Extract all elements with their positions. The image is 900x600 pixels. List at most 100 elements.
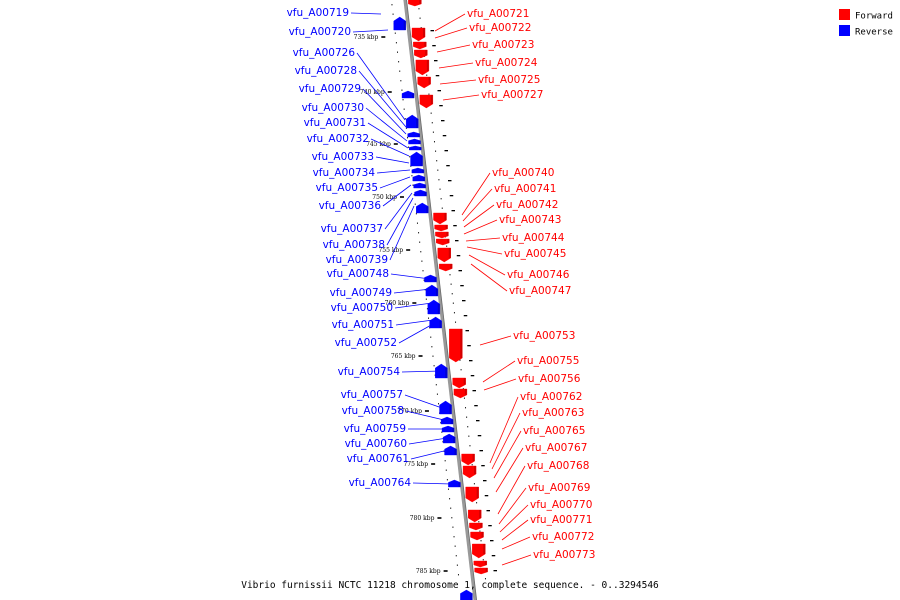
- forward-gene-label[interactable]: vfu_A00747: [509, 285, 571, 297]
- reverse-gene-label[interactable]: vfu_A00752: [335, 337, 397, 349]
- minor-tick: [446, 165, 450, 167]
- gene-shade: [426, 206, 429, 213]
- reverse-gene-label[interactable]: vfu_A00719: [287, 7, 349, 19]
- minor-tick: [449, 195, 454, 197]
- minor-tick: [490, 540, 494, 542]
- leader-line: [498, 487, 527, 525]
- tick-mark: [437, 517, 442, 519]
- reverse-gene-label[interactable]: vfu_A00730: [302, 102, 364, 114]
- gene-arrow: [405, 114, 419, 129]
- reverse-gene-label[interactable]: vfu_A00738: [323, 239, 385, 251]
- forward-gene-label[interactable]: vfu_A00721: [467, 8, 529, 20]
- ladder-dot: [462, 388, 464, 390]
- reverse-gene-label[interactable]: vfu_A00733: [312, 151, 374, 163]
- forward-gene-label[interactable]: vfu_A00724: [475, 57, 538, 69]
- forward-gene-label[interactable]: vfu_A00753: [513, 330, 575, 342]
- tick-mark: [393, 143, 398, 145]
- forward-gene-label[interactable]: vfu_A00725: [478, 74, 540, 86]
- forward-gene-label[interactable]: vfu_A00742: [496, 199, 558, 211]
- forward-gene-label[interactable]: vfu_A00773: [533, 549, 595, 561]
- forward-gene-label[interactable]: vfu_A00755: [517, 355, 579, 367]
- minor-tick: [458, 270, 462, 272]
- reverse-gene-label[interactable]: vfu_A00729: [299, 83, 361, 95]
- reverse-gene-label[interactable]: vfu_A00734: [313, 167, 376, 179]
- forward-gene-label[interactable]: vfu_A00762: [520, 391, 582, 403]
- leader-line: [398, 323, 434, 344]
- gene-arrow: [419, 94, 434, 109]
- forward-gene-label[interactable]: vfu_A00763: [522, 407, 584, 419]
- gene-arrow: [411, 167, 425, 174]
- ladder-dot: [465, 407, 467, 409]
- gene-shade: [412, 93, 415, 98]
- gene-arrow: [425, 284, 439, 297]
- ladder-dot: [395, 42, 397, 44]
- reverse-gene-label[interactable]: vfu_A00735: [316, 182, 378, 194]
- ladder-dot: [426, 308, 428, 310]
- forward-gene-label[interactable]: vfu_A00765: [523, 425, 585, 437]
- forward-gene-label[interactable]: vfu_A00771: [530, 514, 592, 526]
- ladder-dot: [432, 131, 434, 133]
- reverse-gene-label[interactable]: vfu_A00731: [304, 117, 366, 129]
- gene-shade: [448, 248, 451, 258]
- forward-gene-label[interactable]: vfu_A00772: [532, 531, 594, 543]
- gene-arrow: [474, 567, 488, 575]
- forward-gene-label[interactable]: vfu_A00745: [504, 248, 566, 260]
- forward-gene-label[interactable]: vfu_A00746: [507, 269, 570, 281]
- reverse-gene-label[interactable]: vfu_A00758: [342, 405, 404, 417]
- reverse-gene-label[interactable]: vfu_A00726: [293, 47, 356, 59]
- forward-gene-label[interactable]: vfu_A00722: [469, 22, 531, 34]
- gene-arrow: [413, 41, 427, 50]
- leader-line: [461, 172, 491, 216]
- reverse-gene-label[interactable]: vfu_A00739: [326, 254, 388, 266]
- forward-gene-label[interactable]: vfu_A00769: [528, 482, 590, 494]
- ladder-dot: [431, 122, 433, 124]
- ladder-dot: [482, 559, 484, 561]
- forward-gene-label[interactable]: vfu_A00723: [472, 39, 534, 51]
- gene-arrow: [453, 388, 468, 399]
- reverse-gene-label[interactable]: vfu_A00728: [295, 65, 357, 77]
- ladder-dot: [430, 336, 432, 338]
- reverse-gene-label[interactable]: vfu_A00760: [345, 438, 407, 450]
- forward-gene-label[interactable]: vfu_A00741: [494, 183, 556, 195]
- reverse-gene-label[interactable]: vfu_A00757: [341, 389, 403, 401]
- forward-gene-label[interactable]: vfu_A00768: [527, 460, 589, 472]
- reverse-gene-label[interactable]: vfu_A00736: [319, 200, 382, 212]
- forward-gene-label[interactable]: vfu_A00743: [499, 214, 561, 226]
- forward-gene-label[interactable]: vfu_A00740: [492, 167, 554, 179]
- reverse-gene-label[interactable]: vfu_A00748: [327, 268, 389, 280]
- gene-arrow: [460, 589, 473, 600]
- backbone-line: [403, 0, 477, 600]
- leader-line: [384, 192, 413, 230]
- leader-line: [386, 197, 414, 246]
- forward-gene-label[interactable]: vfu_A00770: [530, 499, 592, 511]
- reverse-gene-label[interactable]: vfu_A00720: [289, 26, 351, 38]
- reverse-swatch: [839, 25, 850, 36]
- forward-gene-label[interactable]: vfu_A00744: [502, 232, 565, 244]
- reverse-gene-label[interactable]: vfu_A00737: [321, 223, 383, 235]
- reverse-gene-label[interactable]: vfu_A00750: [331, 302, 393, 314]
- gene-arrow: [415, 59, 430, 76]
- gene-arrow: [448, 479, 461, 488]
- reverse-gene-label[interactable]: vfu_A00754: [338, 366, 401, 378]
- forward-gene-label[interactable]: vfu_A00767: [525, 442, 587, 454]
- minor-tick: [474, 405, 478, 407]
- reverse-gene-label[interactable]: vfu_A00749: [330, 287, 392, 299]
- minor-tick: [463, 315, 468, 317]
- forward-gene-label[interactable]: vfu_A00727: [481, 89, 543, 101]
- reverse-gene-label[interactable]: vfu_A00764: [349, 477, 412, 489]
- tick-label: 745 kbp: [366, 141, 391, 148]
- gene-shade: [419, 147, 422, 150]
- minor-tick: [467, 345, 471, 347]
- ladder-dot: [451, 517, 453, 519]
- ladder-dot: [453, 536, 455, 538]
- forward-gene-label[interactable]: vfu_A00756: [518, 373, 581, 385]
- leader-line: [379, 176, 411, 189]
- gene-shade: [447, 239, 450, 243]
- reverse-gene-label[interactable]: vfu_A00732: [307, 133, 369, 145]
- reverse-gene-label[interactable]: vfu_A00751: [332, 319, 394, 331]
- ladder-dot: [441, 207, 443, 209]
- leader-line: [436, 44, 471, 53]
- gene-arrow: [439, 400, 452, 415]
- reverse-gene-label[interactable]: vfu_A00761: [347, 453, 409, 465]
- reverse-gene-label[interactable]: vfu_A00759: [344, 423, 406, 435]
